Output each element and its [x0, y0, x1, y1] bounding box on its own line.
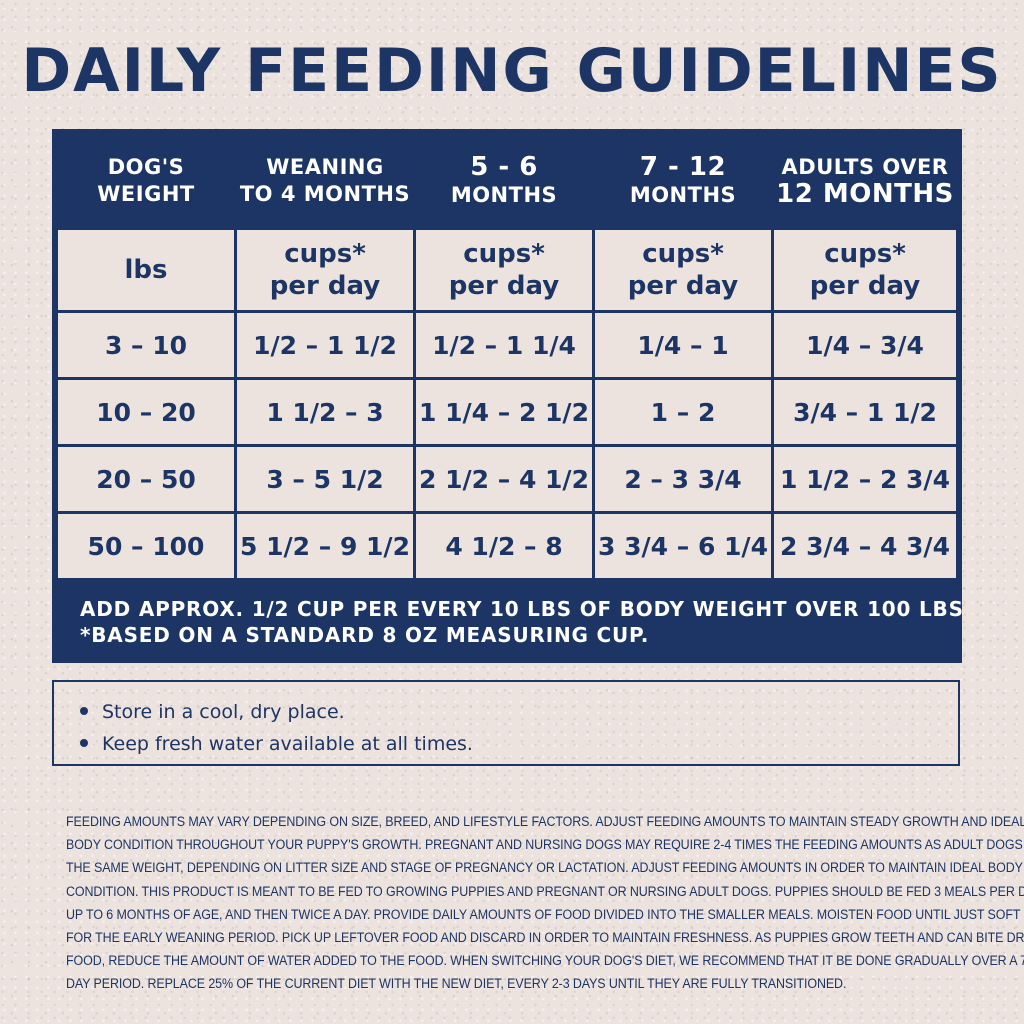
header-cell: 5 - 6 MONTHS	[416, 135, 592, 227]
units-row: lbs cups* per day cups* per day cups* per d…	[58, 230, 956, 310]
units-cell: cups* per day	[237, 230, 413, 310]
units-cell: cups* per day	[774, 230, 956, 310]
amount-cell: 2 1/2 – 4 1/2	[416, 447, 592, 511]
amount-cell: 1/4 – 3/4	[774, 313, 956, 377]
units-cell: cups* per day	[595, 230, 771, 310]
amount-cell: 2 3/4 – 4 3/4	[774, 514, 956, 578]
table-row: 50 – 100 5 1/2 – 9 1/2 4 1/2 – 8 3 3/4 –…	[58, 514, 956, 578]
amount-cell: 4 1/2 – 8	[416, 514, 592, 578]
list-item: Store in a cool, dry place.	[80, 696, 958, 728]
header-cell: ADULTS OVER 12 MONTHS	[774, 135, 956, 227]
amount-cell: 5 1/2 – 9 1/2	[237, 514, 413, 578]
footer-note-line: *BASED ON A STANDARD 8 OZ MEASURING CUP.	[80, 623, 650, 647]
disclaimer-line: DAY PERIOD. REPLACE 25% OF THE CURRENT D…	[66, 976, 847, 992]
units-cell: lbs	[58, 230, 234, 310]
amount-cell: 2 – 3 3/4	[595, 447, 771, 511]
feeding-table: DOG'S WEIGHT WEANING TO 4 MONTHS 5 - 6 MONT…	[52, 129, 962, 663]
amount-cell: 1 – 2	[595, 380, 771, 444]
disclaimer-line: BODY CONDITION THROUGHOUT YOUR PUPPY'S G…	[66, 837, 1024, 853]
list-item: Keep fresh water available at all times.	[80, 728, 958, 760]
weight-cell: 3 – 10	[58, 313, 234, 377]
weight-cell: 50 – 100	[58, 514, 234, 578]
amount-cell: 3/4 – 1 1/2	[774, 380, 956, 444]
footer-note-line: ADD APPROX. 1/2 CUP PER EVERY 10 LBS OF …	[80, 597, 964, 621]
amount-cell: 1 1/2 – 2 3/4	[774, 447, 956, 511]
weight-cell: 10 – 20	[58, 380, 234, 444]
disclaimer-line: FOOD, REDUCE THE AMOUNT OF WATER ADDED T…	[66, 953, 1024, 969]
amount-cell: 3 – 5 1/2	[237, 447, 413, 511]
page-title: DAILY FEEDING GUIDELINES	[21, 36, 1003, 106]
header-cell: WEANING TO 4 MONTHS	[237, 135, 413, 227]
disclaimer-line: UP TO 6 MONTHS OF AGE, AND THEN TWICE A …	[66, 906, 1021, 922]
bullet-icon	[80, 738, 88, 747]
amount-cell: 1/4 – 1	[595, 313, 771, 377]
amount-cell: 1/2 – 1 1/4	[416, 313, 592, 377]
amount-cell: 1/2 – 1 1/2	[237, 313, 413, 377]
disclaimer-line: FOR THE EARLY WEANING PERIOD. PICK UP LE…	[66, 930, 1024, 946]
weight-cell: 20 – 50	[58, 447, 234, 511]
disclaimer-line: CONDITION. THIS PRODUCT IS MEANT TO BE F…	[66, 883, 1024, 899]
amount-cell: 1 1/2 – 3	[237, 380, 413, 444]
feeding-disclaimer: FEEDING AMOUNTS MAY VARY DEPENDING ON SI…	[66, 810, 1024, 996]
table-row: 20 – 50 3 – 5 1/2 2 1/2 – 4 1/2 2 – 3 3/…	[58, 447, 956, 511]
amount-cell: 3 3/4 – 6 1/4	[595, 514, 771, 578]
header-row: DOG'S WEIGHT WEANING TO 4 MONTHS 5 - 6 MONT…	[58, 135, 956, 227]
header-cell: DOG'S WEIGHT	[58, 135, 234, 227]
table-footer-note: ADD APPROX. 1/2 CUP PER EVERY 10 LBS OF …	[52, 584, 964, 663]
bullet-icon	[80, 706, 88, 715]
storage-tips-box: Store in a cool, dry place. Keep fresh w…	[52, 680, 960, 766]
units-cell: cups* per day	[416, 230, 592, 310]
table-row: 10 – 20 1 1/2 – 3 1 1/4 – 2 1/2 1 – 2 3/…	[58, 380, 956, 444]
disclaimer-line: THE SAME WEIGHT, DEPENDING ON LITTER SIZ…	[66, 860, 1023, 876]
disclaimer-line: FEEDING AMOUNTS MAY VARY DEPENDING ON SI…	[66, 814, 1024, 829]
header-cell: 7 - 12 MONTHS	[595, 135, 771, 227]
amount-cell: 1 1/4 – 2 1/2	[416, 380, 592, 444]
table-row: 3 – 10 1/2 – 1 1/2 1/2 – 1 1/4 1/4 – 1 1…	[58, 313, 956, 377]
